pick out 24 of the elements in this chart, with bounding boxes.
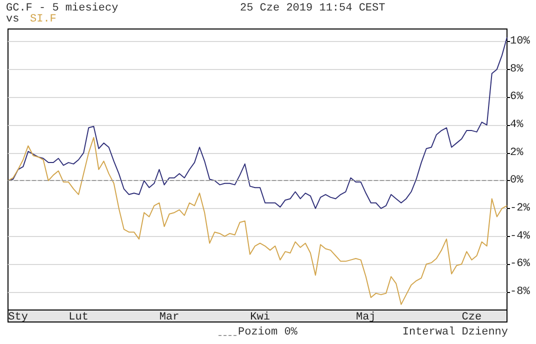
y-tick-label: 0% bbox=[510, 174, 524, 187]
y-tick-label: 6% bbox=[510, 91, 524, 104]
text: 25 Cze 2019 11:54 CEST bbox=[240, 2, 386, 14]
x-tick-label: Sty bbox=[8, 312, 28, 324]
y-tick-label: 8% bbox=[510, 63, 524, 76]
y-tick-label: 10% bbox=[510, 36, 530, 48]
text: Interwal Dzienny bbox=[402, 326, 508, 338]
y-tick-label: 4% bbox=[510, 118, 524, 131]
line-series bbox=[8, 137, 508, 305]
line-series bbox=[8, 36, 508, 209]
x-tick-label: Cze bbox=[462, 312, 482, 324]
y-tick-label: -8% bbox=[510, 286, 530, 298]
chart-title: GC.F - 5 miesiecy bbox=[6, 2, 119, 14]
text: SI.F bbox=[30, 14, 56, 26]
chart-subtitle: vs bbox=[6, 14, 20, 26]
legend-label: Poziom 0% bbox=[238, 326, 298, 338]
x-tick-label: Lut bbox=[68, 312, 88, 324]
y-tick-label: -4% bbox=[510, 230, 530, 242]
y-tick-label: -6% bbox=[510, 258, 530, 270]
y-tick-label: 2% bbox=[510, 146, 524, 159]
y-tick-label: -2% bbox=[510, 202, 530, 214]
x-tick-label: Kwi bbox=[250, 312, 270, 324]
x-tick-label: Maj bbox=[356, 312, 376, 324]
x-tick-label: Mar bbox=[159, 312, 180, 324]
